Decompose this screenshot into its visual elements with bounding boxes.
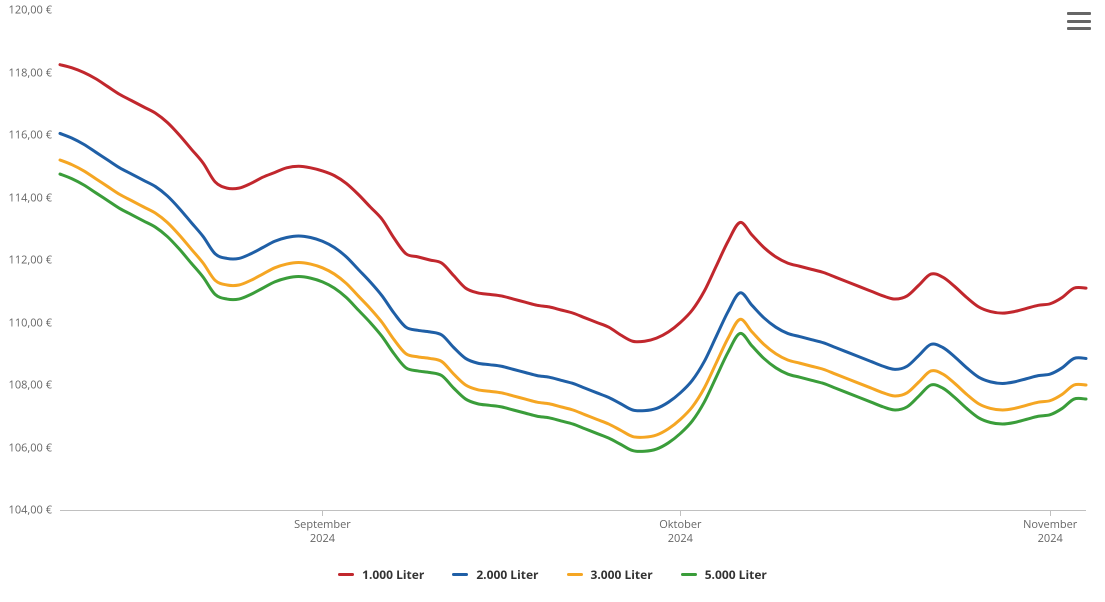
y-tick-label: 108,00 € (9, 378, 60, 393)
y-tick-label: 104,00 € (9, 503, 60, 518)
legend-item[interactable]: 5.000 Liter (681, 566, 767, 583)
legend-item[interactable]: 3.000 Liter (567, 566, 653, 583)
x-tick-label: Oktober2024 (659, 510, 701, 547)
y-tick-label: 112,00 € (9, 253, 60, 268)
chart-lines (60, 10, 1086, 510)
y-tick-label: 106,00 € (9, 440, 60, 455)
legend-item[interactable]: 2.000 Liter (452, 566, 538, 583)
legend-label: 2.000 Liter (476, 566, 538, 583)
legend-label: 5.000 Liter (705, 566, 767, 583)
y-tick-label: 116,00 € (9, 128, 60, 143)
series-line (60, 65, 1086, 342)
legend-swatch (452, 573, 468, 576)
series-line (60, 160, 1086, 437)
legend-swatch (681, 573, 697, 576)
y-tick-label: 118,00 € (9, 65, 60, 80)
x-tick-label: November2024 (1023, 510, 1077, 547)
legend-item[interactable]: 1.000 Liter (338, 566, 424, 583)
legend-swatch (567, 573, 583, 576)
x-tick-label: September2024 (294, 510, 351, 547)
y-tick-label: 114,00 € (9, 190, 60, 205)
x-axis-line (60, 510, 1086, 511)
plot-area: 104,00 €106,00 €108,00 €110,00 €112,00 €… (60, 10, 1086, 510)
legend-label: 1.000 Liter (362, 566, 424, 583)
legend-swatch (338, 573, 354, 576)
y-tick-label: 120,00 € (9, 3, 60, 18)
legend: 1.000 Liter 2.000 Liter 3.000 Liter 5.000 L… (0, 566, 1105, 583)
y-tick-label: 110,00 € (9, 315, 60, 330)
legend-label: 3.000 Liter (591, 566, 653, 583)
price-chart: 104,00 € 106,00 € 108,00 € 110,00 € 112,00 €… (0, 0, 1105, 602)
